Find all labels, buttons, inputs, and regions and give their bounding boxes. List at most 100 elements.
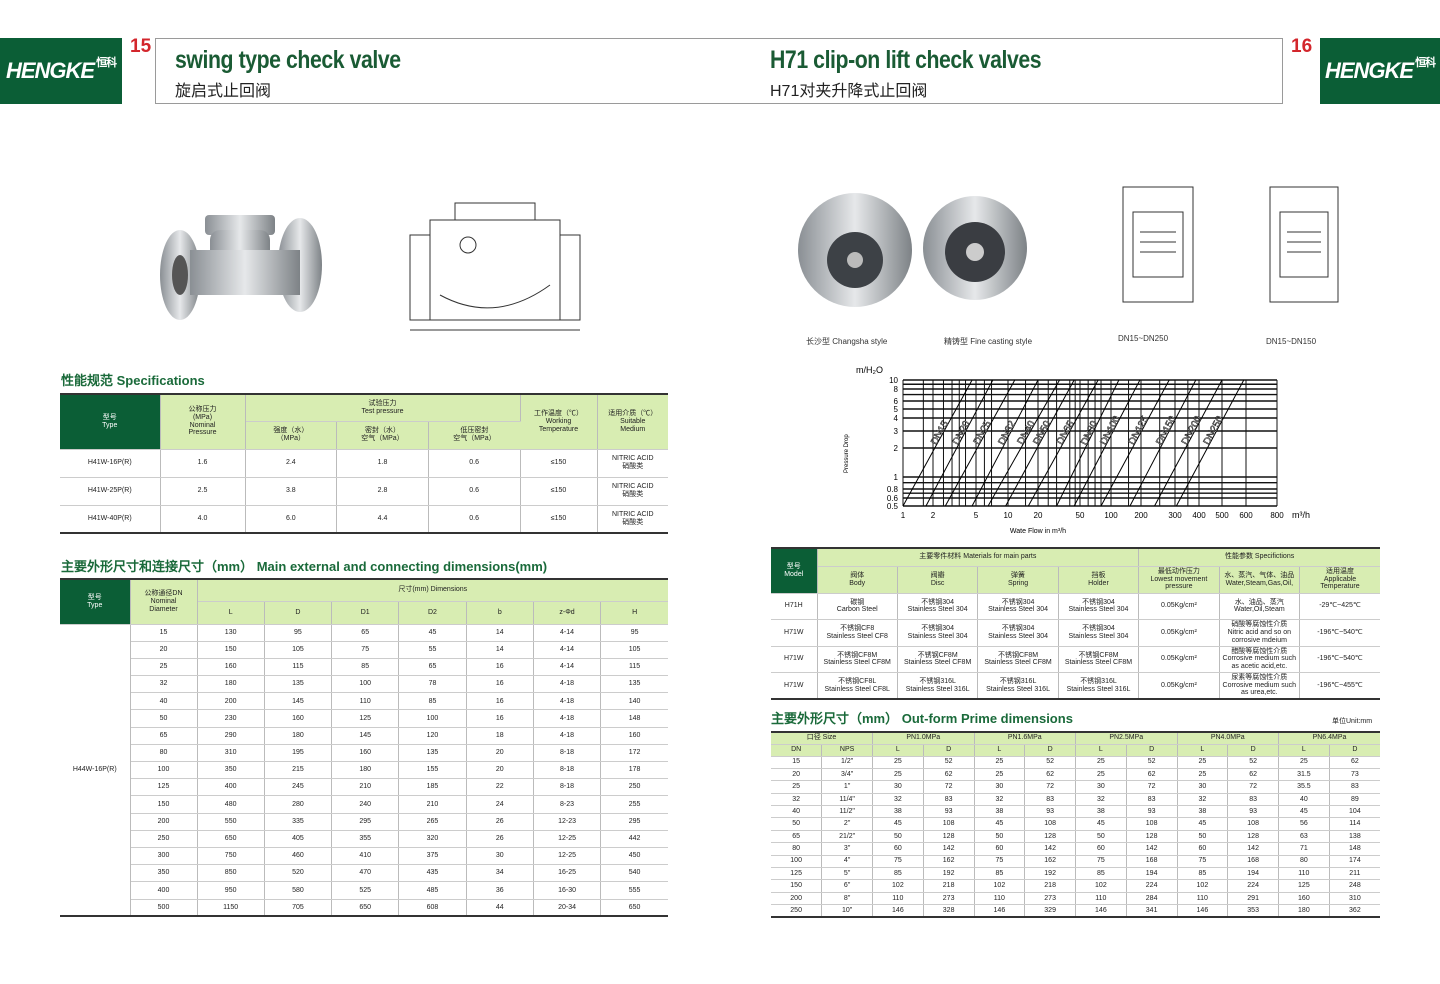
table-cell: 102	[974, 879, 1026, 893]
table-row: 50 2" 45 108 45 108 45 108 45 108 56 114	[771, 817, 1380, 831]
table-cell: 250	[600, 778, 668, 797]
table-cell: 72	[1024, 780, 1076, 794]
table-cell: 45	[1075, 817, 1127, 831]
table-cell: 50	[872, 830, 924, 844]
table-cell: 142	[1024, 842, 1076, 856]
header-type: 型号 Type	[60, 394, 161, 450]
table-cell: 不锈钢304 Stainless Steel 304	[977, 593, 1059, 620]
table-cell: 55	[398, 641, 467, 659]
table-cell: 3"	[821, 842, 873, 856]
table-cell: 32	[771, 793, 823, 807]
table-cell: 52	[1227, 756, 1279, 769]
table-cell: 95	[600, 624, 668, 642]
header-row: 型号 Model 主要零件材料 Materials for main parts 性能…	[771, 548, 1380, 594]
lift-check-valve-photos	[798, 193, 1027, 307]
swing-valve-drawing	[409, 202, 581, 331]
table-cell: 150	[197, 641, 265, 659]
table-cell: 105	[264, 641, 333, 659]
header-col: H	[600, 601, 668, 625]
header-row: 强度（水） （MPa） 密封（水） 空气（MPa） 低压密封 空气（MPa）	[60, 421, 668, 450]
table-cell: 1/2"	[821, 756, 873, 769]
table-row: H41W-16P(R) 1.6 2.4 1.8 0.6 ≤150 NITRIC ACID 硝酸…	[60, 449, 668, 478]
table-cell: 580	[264, 881, 333, 900]
header-dimensions: 尺寸(mm) Dimensions	[197, 579, 668, 602]
table-cell: 碳钢 Carbon Steel	[817, 593, 898, 620]
table-cell: 45	[398, 624, 467, 642]
table-cell: 115	[600, 658, 668, 677]
table-cell: 0.05Kg/cm²	[1138, 646, 1220, 673]
header-col: 水、蒸汽、气体、油品 Water,Steam,Gas,Oil,	[1219, 566, 1301, 594]
table-cell: 405	[264, 830, 333, 848]
table-cell: 195	[264, 744, 333, 763]
table-cell: 12-25	[533, 847, 602, 866]
table-cell: 不锈钢CF8M Stainless Steel CF8M	[1058, 646, 1140, 673]
table-cell: 52	[1024, 756, 1076, 769]
table-cell: 375	[398, 847, 467, 866]
header-col: L	[974, 744, 1026, 757]
table-cell: 108	[1024, 817, 1076, 831]
table-cell: 不锈钢316L Stainless Steel 316L	[977, 672, 1059, 700]
header-row: 阀体 Body 阀瓣 Disc 弹簧 Spring 挡板 Holder 最低动作压力 Lowest…	[771, 566, 1380, 594]
header-seal: 密封（水） 空气（MPa）	[336, 421, 429, 450]
table-cell: 140	[600, 692, 668, 711]
unit-label: 单位Unit:mm	[1332, 718, 1373, 725]
x-tick-label: 2	[931, 511, 936, 520]
table-row: 125 400 245 210 185 22 8-18 250	[60, 778, 668, 797]
x-tick-label: 500	[1215, 511, 1229, 520]
table-cell: 950	[197, 881, 265, 900]
table-cell: 尿素等腐蚀性介质 Corrosive medium such as urea,et…	[1219, 672, 1301, 700]
table-cell: 0.05Kg/cm²	[1138, 619, 1220, 647]
table-cell: 4-18	[533, 692, 602, 711]
brand-logo-left: HENGKE 恒科	[0, 38, 122, 104]
table-cell: 8-23	[533, 795, 602, 814]
table-cell: 4-14	[533, 641, 602, 659]
y-tick-label: 0.5	[887, 502, 899, 511]
header-test: 试验压力 Test pressure	[245, 394, 521, 422]
table-cell: 80	[771, 842, 823, 856]
header-col: NPS	[821, 744, 873, 757]
table-cell: 60	[1075, 842, 1127, 856]
table-cell: 248	[1329, 879, 1380, 893]
table-cell: 15	[771, 756, 823, 769]
table-cell: 110	[872, 892, 924, 906]
table-cell: 400	[197, 778, 265, 797]
table-cell: 110	[331, 692, 400, 711]
table-row: 50 230 160 125 100 16 4-18 148	[60, 709, 668, 728]
table-cell: 705	[264, 899, 333, 917]
header-col: 阀瓣 Disc	[897, 566, 979, 594]
table-row: H71W 不锈钢CF8M Stainless Steel CF8M 不锈钢CF8M St…	[771, 646, 1380, 673]
table-cell: 60	[974, 842, 1026, 856]
table-cell: 500	[130, 899, 198, 917]
table-cell: 不锈钢CF8L Stainless Steel CF8L	[817, 672, 898, 700]
table-cell: 83	[1329, 780, 1380, 794]
table-cell: 62	[1126, 768, 1178, 782]
header-col: 挡板 Holder	[1058, 566, 1140, 594]
table-cell: 255	[600, 795, 668, 814]
table-cell: 35.5	[1278, 780, 1330, 794]
table-cell: 435	[398, 864, 467, 883]
table-row: 250 650 405 355 320 26 12-25 442	[60, 830, 668, 848]
table-cell: 16	[466, 709, 534, 728]
table-row: H71W 不锈钢CF8L Stainless Steel CF8L 不锈钢316L St…	[771, 672, 1380, 700]
table-cell: 224	[1126, 879, 1178, 893]
table-cell: 160	[331, 744, 400, 763]
table-cell: 25	[872, 768, 924, 782]
table-row: 15 1/2" 25 52 25 52 25 52 25 52 25 62	[771, 756, 1380, 769]
table-cell: 555	[600, 881, 668, 900]
table-cell: 6.0	[245, 505, 338, 534]
y-tick-label: 2	[894, 444, 899, 453]
header-strength: 强度（水） （MPa）	[245, 421, 338, 450]
series-label: DN32	[997, 419, 1019, 447]
x-unit: m³/h	[1292, 510, 1310, 520]
table-cell: 25	[1278, 756, 1330, 769]
type-cell: H44W-16P(R)	[60, 624, 131, 917]
table-cell: NITRIC ACID 硝酸类	[597, 449, 668, 478]
table-cell: 130	[197, 624, 265, 642]
table-cell: 550	[197, 813, 265, 831]
table-cell: 不锈钢316L Stainless Steel 316L	[897, 672, 979, 700]
table-cell: 284	[1126, 892, 1178, 906]
header-col: L	[872, 744, 924, 757]
table-row: 350 850 520 470 435 34 16-25 540	[60, 864, 668, 883]
table-cell: 不锈钢CF8M Stainless Steel CF8M	[897, 646, 979, 673]
table-cell: 194	[1227, 867, 1279, 881]
